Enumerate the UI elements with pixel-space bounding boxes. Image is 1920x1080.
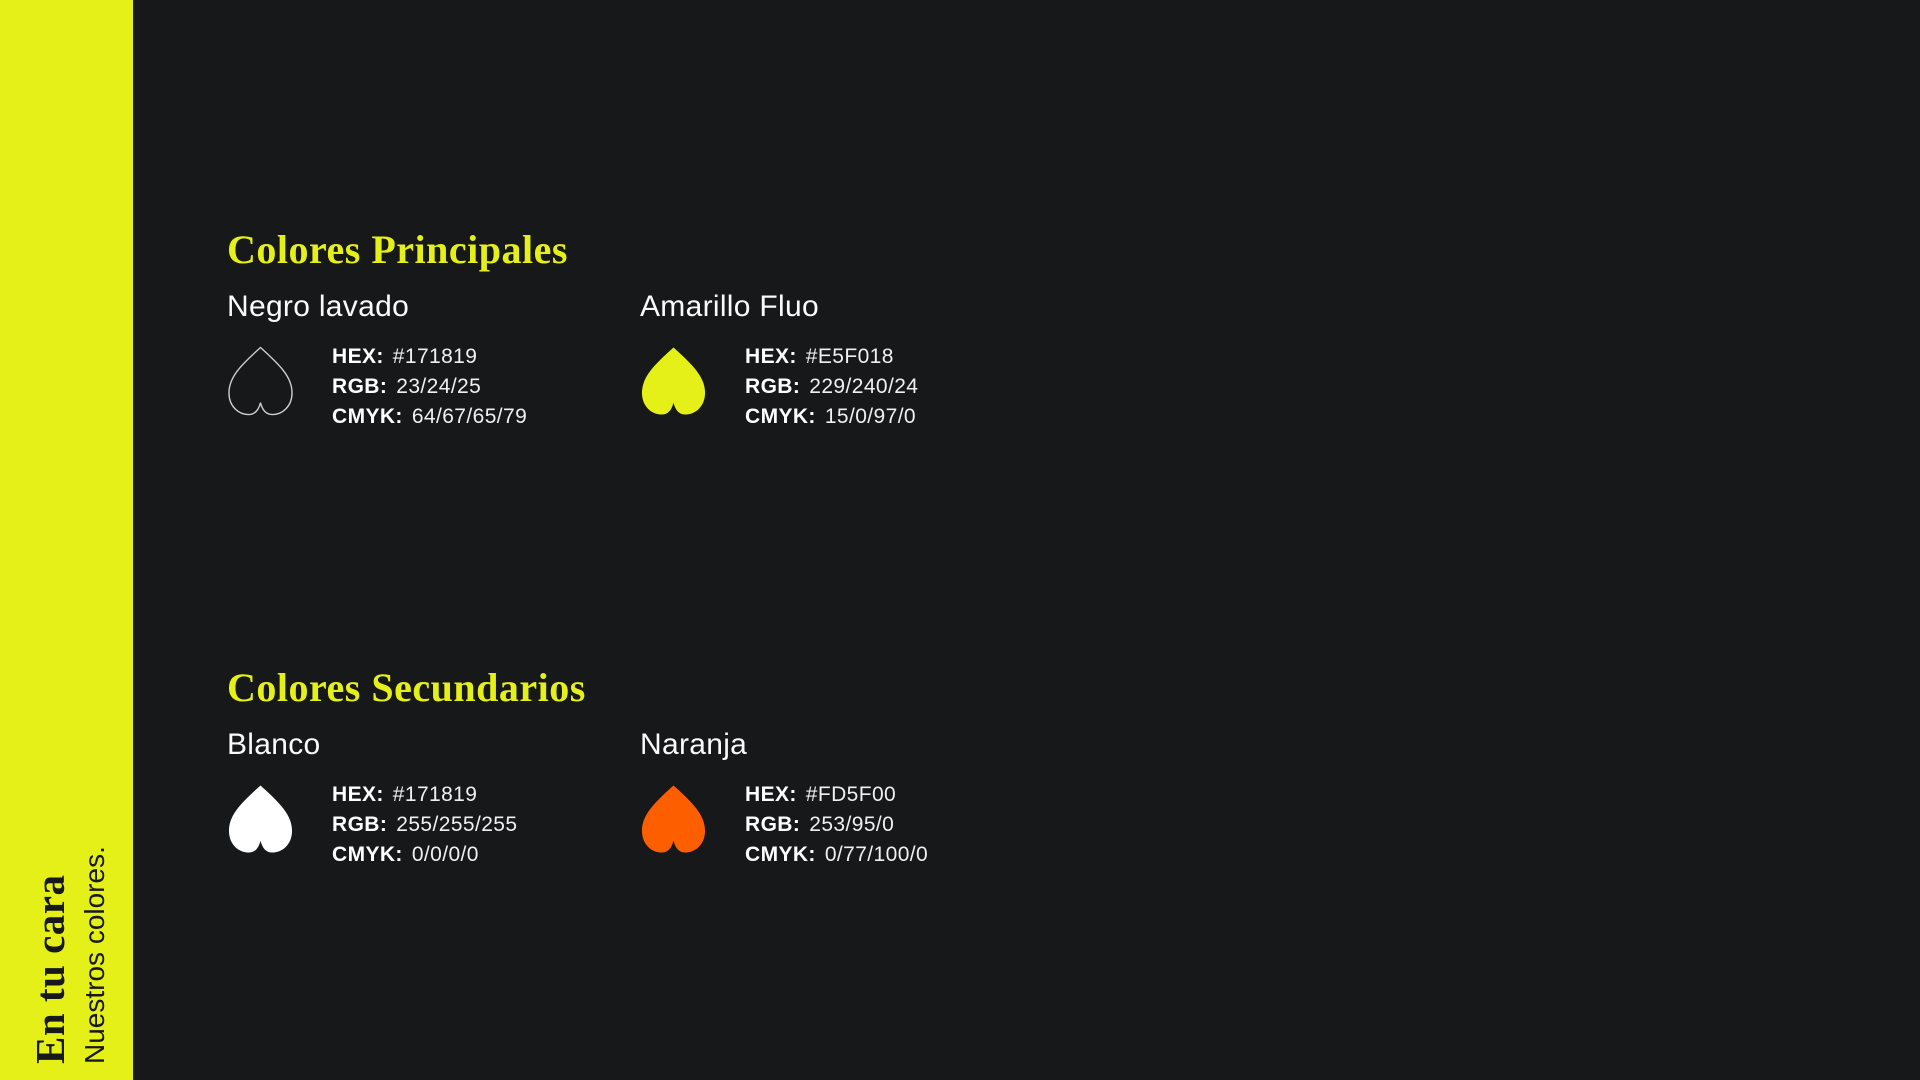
hex-label: HEX: [745,345,797,368]
swatch-row: Negro lavado HEX: #171819 RGB: 23/24/25 CM… [227,289,918,432]
hex-line: HEX: #171819 [332,342,527,372]
hex-value: #171819 [392,783,478,806]
swatch-info: HEX: #E5F018 RGB: 229/240/24 CMYK: 15/0/97/… [745,341,918,432]
sidebar-rotated-text: En tu cara Nuestros colores. [27,846,112,1065]
swatch-negro-lavado: Negro lavado HEX: #171819 RGB: 23/24/25 CM… [227,289,640,432]
swatch-name: Blanco [227,728,321,761]
swatch-amarillo-fluo: Amarillo Fluo HEX: #E5F018 RGB: 229/240/24… [640,289,918,432]
swatch-row: Blanco HEX: #171819 RGB: 255/255/255 CMYK:… [227,727,928,870]
rgb-label: RGB: [332,375,388,398]
swatch-name: Amarillo Fluo [640,290,819,323]
hex-label: HEX: [745,783,797,806]
cmyk-label: CMYK: [745,843,816,866]
sidebar: En tu cara Nuestros colores. [0,0,133,1080]
section-colores-secundarios: Colores Secundarios Blanco HEX: #171819 R… [227,666,928,870]
rgb-value: 255/255/255 [396,813,518,836]
swatch-detail: HEX: #171819 RGB: 23/24/25 CMYK: 64/67/65/7… [227,341,640,432]
heart-fill-shape [641,785,706,853]
rgb-value: 253/95/0 [809,813,895,836]
heart-outline-shape [228,346,293,416]
hex-value: #FD5F00 [805,783,897,806]
cmyk-label: CMYK: [332,405,403,428]
hex-line: HEX: #FD5F00 [745,780,928,810]
cmyk-value: 0/0/0/0 [411,843,479,866]
cmyk-value: 0/77/100/0 [824,843,929,866]
hex-label: HEX: [332,345,384,368]
swatch-info: HEX: #FD5F00 RGB: 253/95/0 CMYK: 0/77/100/0 [745,779,928,870]
hex-line: HEX: #E5F018 [745,342,918,372]
swatch-naranja: Naranja HEX: #FD5F00 RGB: 253/95/0 CMYK: 0/… [640,727,928,870]
heart-fill-shape [641,347,706,415]
sidebar-title: En tu cara [27,874,73,1065]
swatch-detail: HEX: #E5F018 RGB: 229/240/24 CMYK: 15/0/97/… [640,341,918,432]
rgb-value: 229/240/24 [809,375,919,398]
hex-value: #E5F018 [805,345,894,368]
cmyk-line: CMYK: 15/0/97/0 [745,402,918,432]
heart-icon [641,347,706,415]
rgb-label: RGB: [745,375,801,398]
cmyk-label: CMYK: [745,405,816,428]
cmyk-value: 15/0/97/0 [824,405,917,428]
rgb-line: RGB: 229/240/24 [745,372,918,402]
rgb-line: RGB: 253/95/0 [745,810,928,840]
rgb-line: RGB: 23/24/25 [332,372,527,402]
section-heading: Colores Principales [227,227,568,272]
swatch-name: Negro lavado [227,290,410,323]
heart-icon [228,785,293,853]
hex-line: HEX: #171819 [332,780,517,810]
sidebar-subtitle: Nuestros colores. [79,846,110,1064]
heart-icon [641,785,706,853]
swatch-info: HEX: #171819 RGB: 255/255/255 CMYK: 0/0/0/0 [332,779,517,870]
swatch-name: Naranja [640,728,748,761]
rgb-line: RGB: 255/255/255 [332,810,517,840]
section-heading: Colores Secundarios [227,665,586,710]
section-colores-principales: Colores Principales Negro lavado HEX: #17… [227,228,918,432]
cmyk-value: 64/67/65/79 [411,405,528,428]
heart-icon [228,346,293,416]
swatch-info: HEX: #171819 RGB: 23/24/25 CMYK: 64/67/65/7… [332,341,527,432]
cmyk-label: CMYK: [332,843,403,866]
cmyk-line: CMYK: 64/67/65/79 [332,402,527,432]
swatch-blanco: Blanco HEX: #171819 RGB: 255/255/255 CMYK:… [227,727,640,870]
swatch-detail: HEX: #FD5F00 RGB: 253/95/0 CMYK: 0/77/100/0 [640,779,928,870]
heart-fill-shape [228,785,293,853]
cmyk-line: CMYK: 0/77/100/0 [745,840,928,870]
rgb-value: 23/24/25 [396,375,482,398]
cmyk-line: CMYK: 0/0/0/0 [332,840,517,870]
rgb-label: RGB: [332,813,388,836]
rgb-label: RGB: [745,813,801,836]
hex-label: HEX: [332,783,384,806]
hex-value: #171819 [392,345,478,368]
swatch-detail: HEX: #171819 RGB: 255/255/255 CMYK: 0/0/0/0 [227,779,640,870]
